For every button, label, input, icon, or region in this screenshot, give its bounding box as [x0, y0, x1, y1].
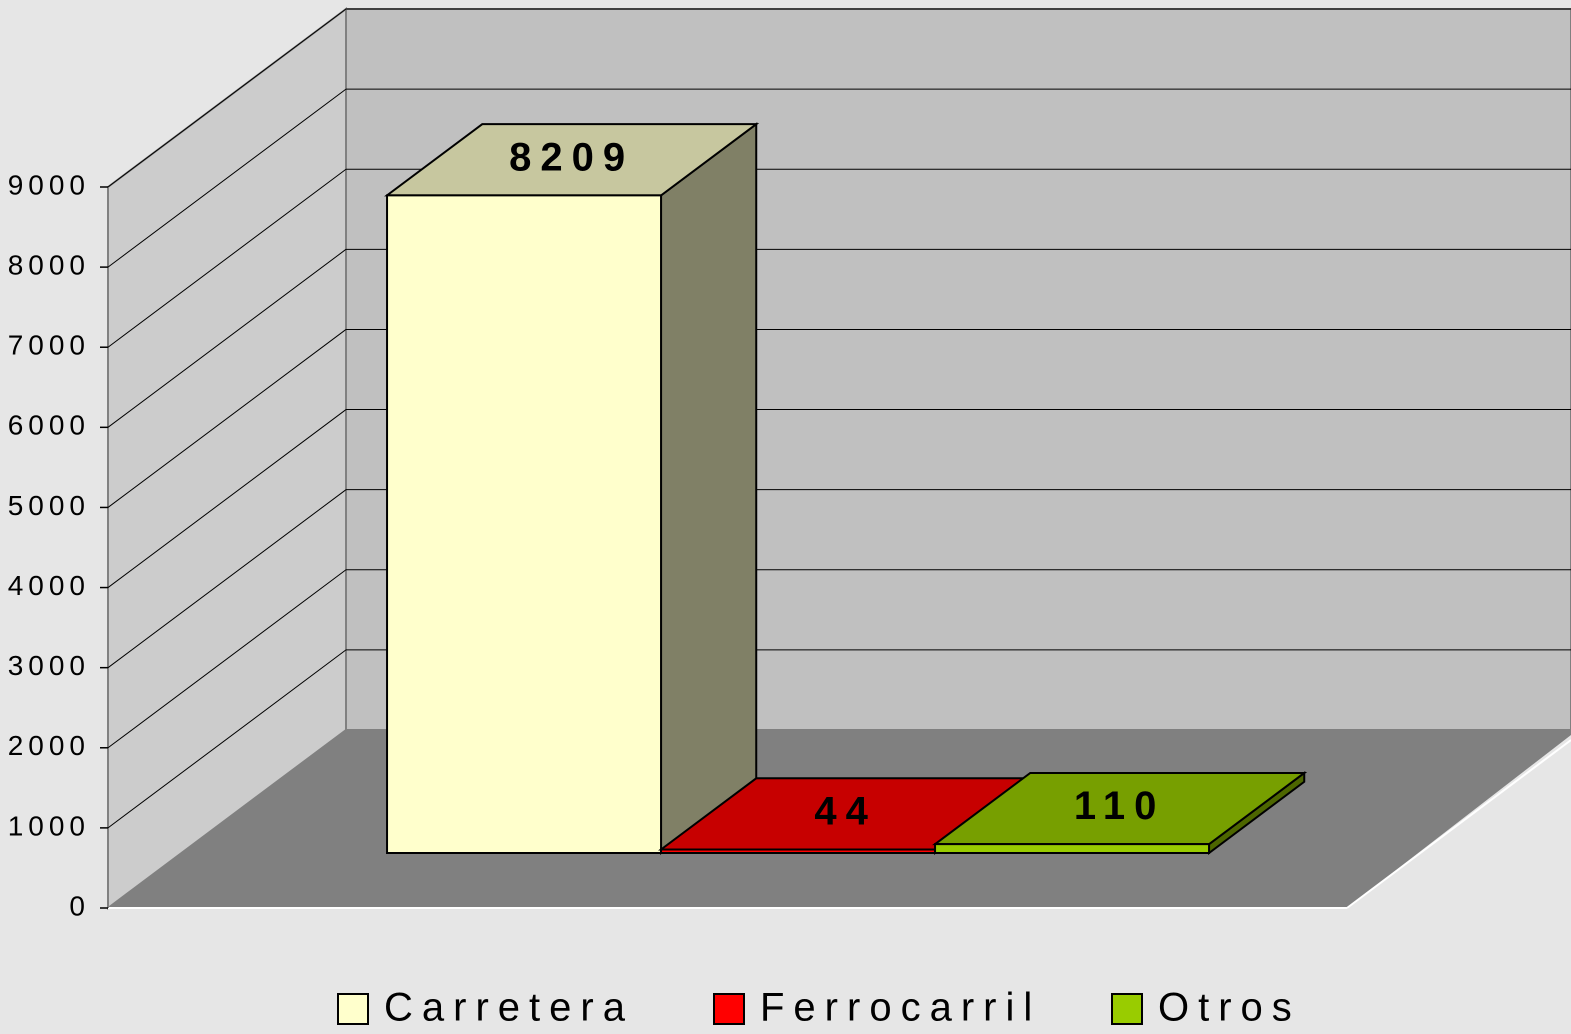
- legend-swatch: [337, 993, 369, 1025]
- y-tick-label: 2000: [8, 730, 90, 761]
- floor-edge: [1346, 739, 1571, 909]
- data-label: 8209: [509, 135, 634, 179]
- y-tick-label: 7000: [8, 330, 90, 361]
- legend-label: Otros: [1158, 986, 1301, 1030]
- bar-side: [660, 122, 758, 855]
- bar: [934, 843, 1211, 854]
- legend-swatch: [1111, 993, 1143, 1025]
- y-tick-label: 0: [69, 890, 90, 921]
- y-tick-label: 6000: [8, 410, 90, 441]
- y-tick-label: 4000: [8, 570, 90, 601]
- data-label: 110: [1074, 784, 1166, 828]
- grid-line: [107, 88, 347, 268]
- grid-line: [107, 649, 347, 829]
- grid-line: [107, 8, 347, 188]
- grid-line: [107, 489, 347, 669]
- bar: [386, 194, 663, 854]
- grid-line: [107, 329, 347, 508]
- legend-swatch: [713, 993, 745, 1025]
- y-tick-label: 9000: [8, 169, 90, 200]
- y-tick-label: 5000: [8, 490, 90, 521]
- y-tick-label: 8000: [8, 250, 90, 281]
- grid-line: [107, 569, 347, 749]
- legend-label: Carretera: [384, 986, 634, 1030]
- y-tick-label: 3000: [8, 650, 90, 681]
- data-label: 44: [814, 789, 877, 833]
- y-tick-label: 1000: [8, 810, 90, 841]
- grid-line: [107, 168, 347, 348]
- legend-label: Ferrocarril: [760, 986, 1041, 1030]
- grid-line: [107, 409, 347, 588]
- grid-line: [107, 248, 347, 428]
- bar: [660, 848, 937, 854]
